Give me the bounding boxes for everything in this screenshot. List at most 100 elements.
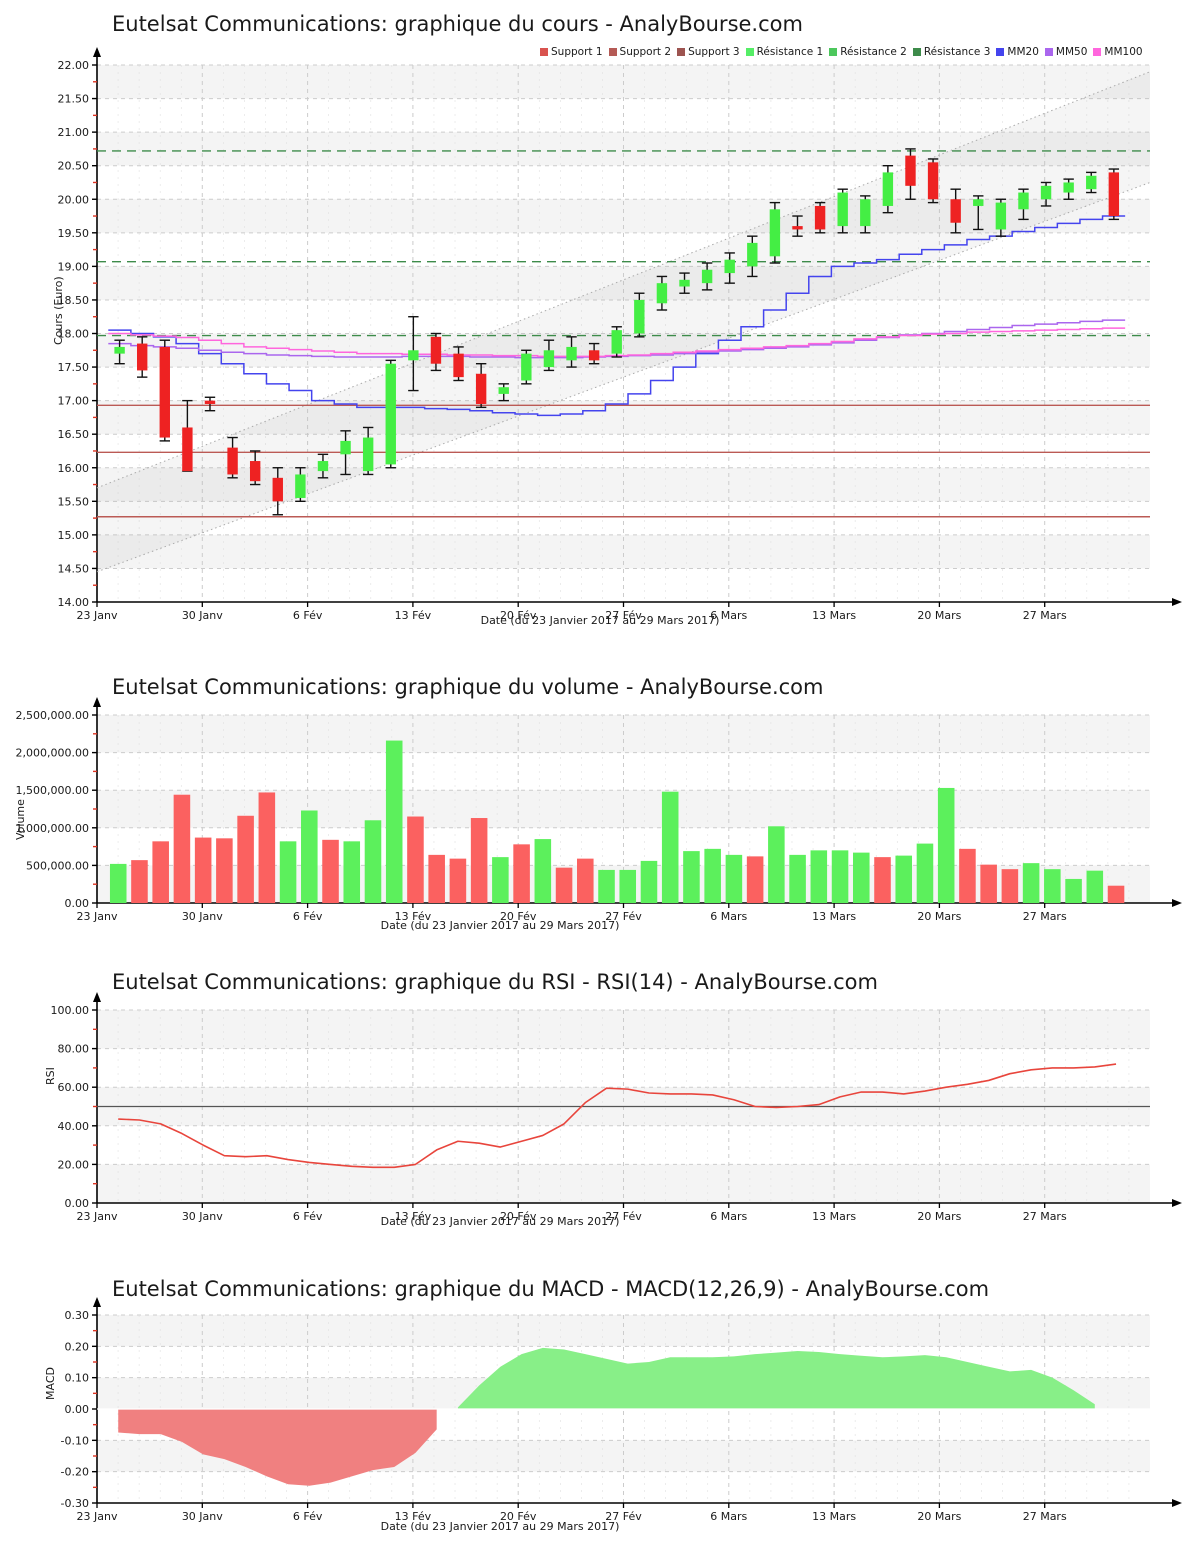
candlestick[interactable] (769, 201, 781, 264)
volume-bar[interactable] (364, 820, 382, 903)
volume-bar[interactable] (1065, 878, 1082, 903)
volume-bar[interactable] (131, 860, 148, 903)
volume-bar[interactable] (407, 816, 424, 903)
candlestick[interactable] (814, 201, 826, 234)
candlestick[interactable] (656, 275, 668, 311)
candlestick[interactable] (295, 467, 306, 503)
volume-bar[interactable] (470, 818, 488, 903)
candlestick[interactable] (837, 188, 848, 234)
candlestick[interactable] (701, 262, 713, 291)
volume-bar[interactable] (577, 858, 594, 903)
candlestick[interactable] (317, 453, 329, 479)
volume-bar[interactable] (343, 841, 361, 903)
volume-bar[interactable] (152, 841, 169, 903)
volume-bar[interactable] (810, 850, 828, 903)
candlestick[interactable] (882, 164, 894, 214)
candlestick[interactable] (792, 215, 803, 237)
candlestick[interactable] (430, 332, 442, 372)
volume-bar[interactable] (683, 851, 700, 903)
candlestick[interactable] (950, 188, 961, 234)
volume-bar[interactable] (173, 794, 191, 903)
price-chart-canvas[interactable]: 22.00 21.50 21.00 20.50 20.00 19.50 19.00 18.50… (0, 0, 1200, 650)
legend-item-mm20[interactable]: MM20 (996, 46, 1039, 58)
volume-bar[interactable] (874, 857, 891, 903)
volume-bar[interactable] (237, 815, 254, 903)
volume-bar[interactable] (852, 852, 870, 903)
legend-item-r-sistance-2[interactable]: Résistance 2 (829, 46, 907, 58)
candlestick[interactable] (114, 339, 125, 365)
legend-item-support-3[interactable]: Support 3 (677, 46, 740, 58)
volume-bar[interactable] (1022, 863, 1040, 903)
volume-bar[interactable] (322, 839, 339, 903)
volume-bar[interactable] (492, 857, 509, 903)
candlestick[interactable] (385, 359, 396, 469)
candlestick[interactable] (136, 336, 148, 378)
candlestick[interactable] (362, 426, 374, 476)
candlestick[interactable] (611, 326, 622, 358)
volume-bar[interactable] (1086, 870, 1104, 903)
candlestick[interactable] (408, 316, 419, 392)
volume-chart-canvas[interactable]: 2,500,000.00 2,000,000.00 1,500,000.00 1,00… (0, 655, 1200, 955)
volume-bar[interactable] (1044, 869, 1061, 903)
volume-bar[interactable] (937, 787, 955, 903)
volume-bar[interactable] (555, 867, 573, 903)
candlestick[interactable] (905, 148, 916, 200)
volume-bar[interactable] (513, 844, 530, 903)
volume-bar[interactable] (301, 810, 318, 903)
candlestick[interactable] (249, 450, 261, 486)
legend-item-r-sistance-1[interactable]: Résistance 1 (745, 46, 823, 58)
legend-item-mm100[interactable]: MM100 (1093, 46, 1143, 58)
volume-bar[interactable] (385, 740, 403, 903)
candlestick[interactable] (204, 396, 216, 412)
candlestick[interactable] (453, 346, 464, 382)
volume-bar[interactable] (216, 838, 233, 903)
volume-bar[interactable] (279, 841, 297, 903)
volume-bar[interactable] (1107, 885, 1125, 903)
volume-bar[interactable] (449, 858, 467, 903)
candlestick[interactable] (521, 349, 532, 385)
candlestick[interactable] (475, 363, 487, 409)
legend-item-support-1[interactable]: Support 1 (540, 46, 603, 58)
candlestick[interactable] (1108, 168, 1120, 221)
candlestick[interactable] (272, 467, 283, 516)
candlestick[interactable] (159, 339, 170, 442)
volume-bar[interactable] (640, 860, 658, 903)
candlestick[interactable] (1040, 181, 1052, 207)
volume-bar[interactable] (258, 792, 276, 903)
candlestick[interactable] (588, 342, 600, 365)
volume-bar[interactable] (428, 854, 445, 903)
candlestick[interactable] (566, 336, 577, 368)
volume-bar[interactable] (619, 869, 637, 903)
candlestick[interactable] (995, 198, 1007, 237)
volume-bar[interactable] (534, 839, 552, 903)
volume-bar[interactable] (194, 837, 212, 903)
candlestick[interactable] (340, 430, 351, 476)
candlestick[interactable] (860, 195, 871, 234)
volume-bar[interactable] (789, 854, 806, 903)
candlestick[interactable] (679, 272, 690, 294)
legend-item-r-sistance-3[interactable]: Résistance 3 (912, 46, 990, 58)
candlestick[interactable] (543, 339, 555, 372)
volume-bar[interactable] (831, 850, 849, 903)
volume-bar[interactable] (725, 854, 743, 903)
legend-item-support-2[interactable]: Support 2 (608, 46, 671, 58)
candlestick[interactable] (1018, 188, 1029, 221)
candlestick[interactable] (227, 436, 238, 479)
candlestick[interactable] (1063, 178, 1074, 200)
volume-bar[interactable] (980, 864, 997, 903)
candlestick[interactable] (724, 252, 735, 284)
volume-bar[interactable] (109, 863, 127, 903)
candlestick[interactable] (634, 292, 645, 338)
volume-bar[interactable] (768, 826, 785, 903)
volume-bar[interactable] (704, 848, 721, 903)
candlestick[interactable] (973, 195, 984, 231)
volume-bar[interactable] (661, 791, 679, 903)
volume-bar[interactable] (598, 869, 615, 903)
candlestick[interactable] (1086, 171, 1097, 194)
candlestick[interactable] (927, 158, 939, 204)
volume-bar[interactable] (959, 848, 976, 903)
candlestick[interactable] (182, 399, 193, 472)
volume-bar[interactable] (1001, 869, 1019, 903)
